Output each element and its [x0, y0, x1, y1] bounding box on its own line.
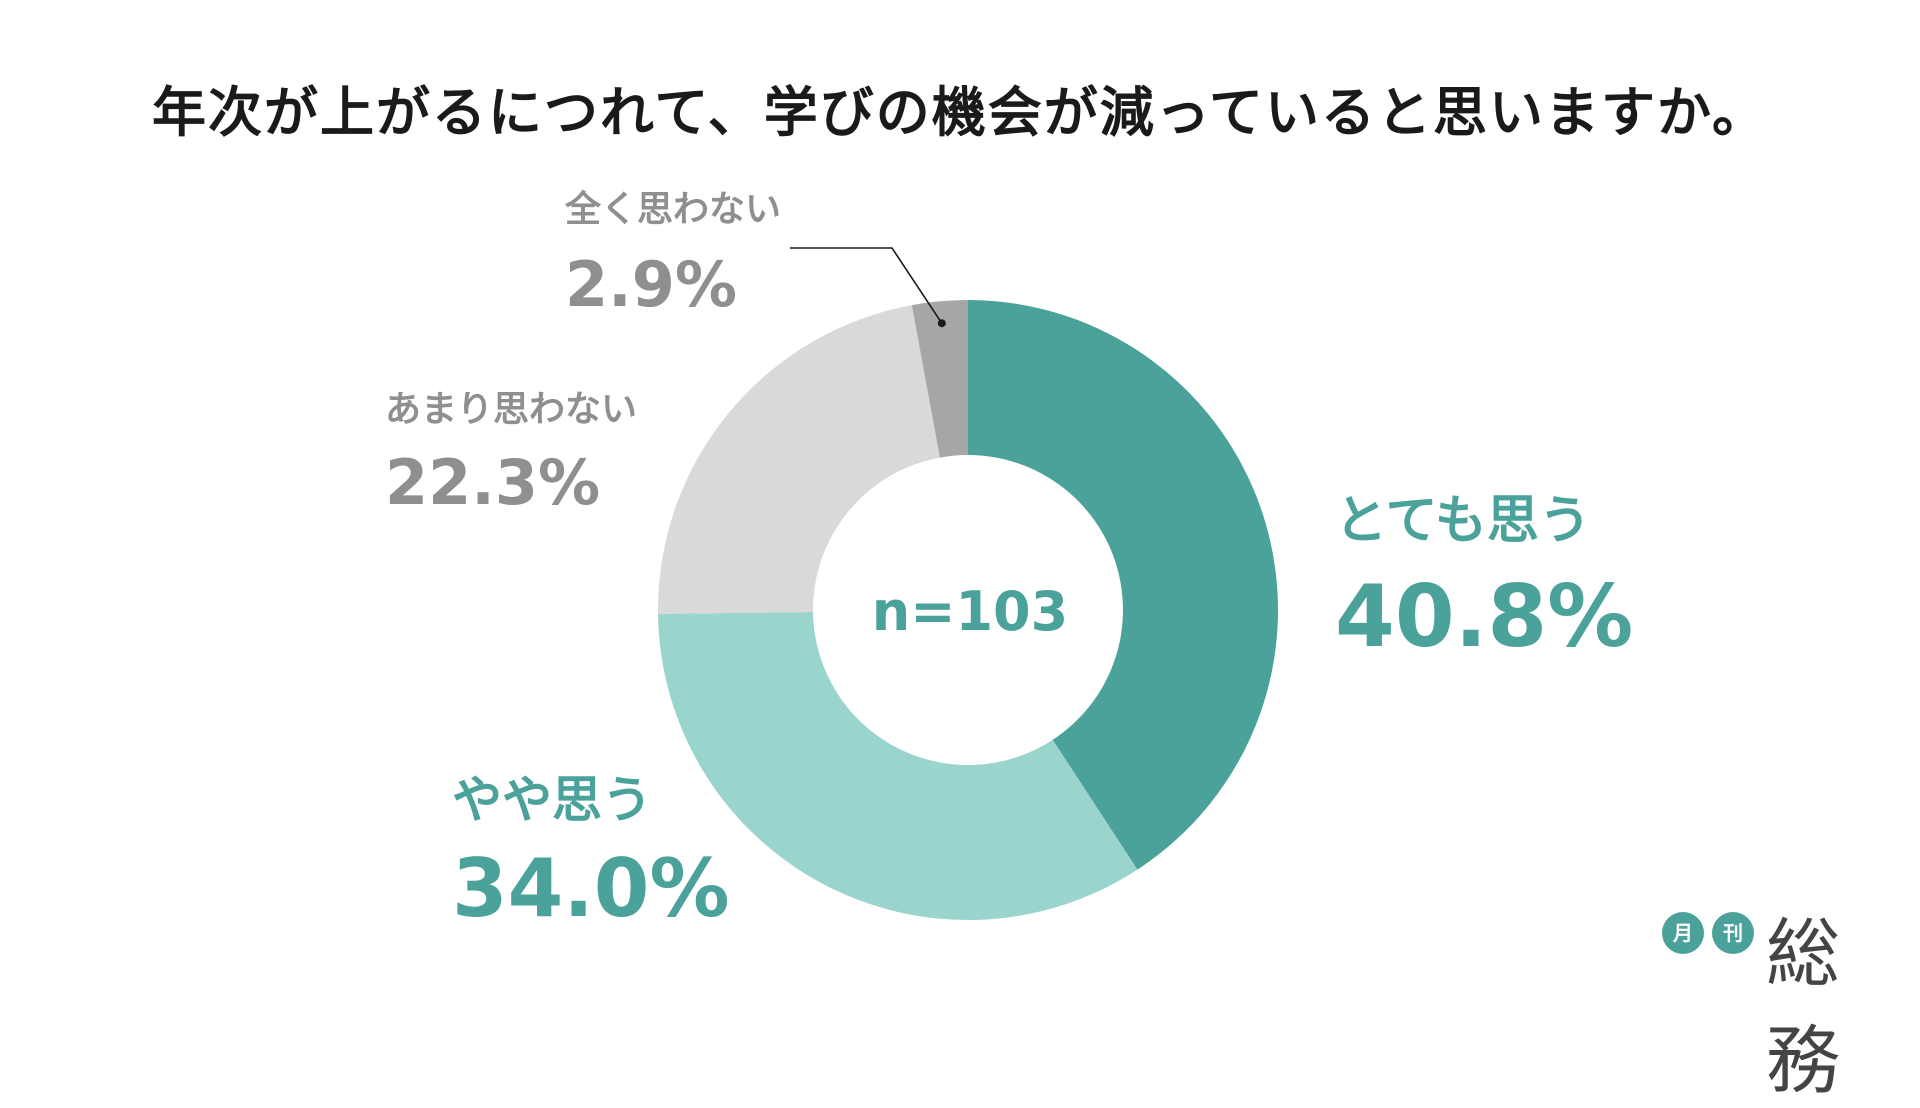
publisher-logo: 月 刊 総務 — [1662, 902, 1902, 1104]
leader-dot — [937, 319, 946, 328]
slice-label-3: あまり思わない 22.3% — [385, 380, 637, 519]
slice-label-1: とても思う 40.8% — [1335, 478, 1633, 667]
slice-value-2: 34.0% — [452, 842, 730, 935]
slice-name-3: あまり思わない — [385, 389, 638, 430]
slice-name-4: 全く思わない — [565, 189, 782, 230]
logo-badge-2: 刊 — [1712, 912, 1754, 954]
slice-somewhat-disagree — [657, 305, 940, 614]
logo-text: 総務 — [1766, 911, 1840, 1104]
slice-label-2: やや思う 34.0% — [452, 760, 730, 935]
slice-name-2: やや思う — [452, 771, 652, 829]
logo-badge-1: 月 — [1662, 912, 1704, 954]
slice-strongly-disagree — [911, 300, 968, 458]
slice-label-4: 全く思わない 2.9% — [565, 180, 781, 321]
donut-chart — [657, 247, 1278, 920]
chart-title: 年次が上がるにつれて、学びの機会が減っていると思いますか。 — [152, 81, 1768, 144]
slice-strongly-agree — [968, 300, 1278, 870]
slice-name-1: とても思う — [1335, 491, 1591, 551]
sample-size-label: n=103 — [871, 580, 1069, 643]
slice-value-3: 22.3% — [385, 446, 601, 519]
slice-somewhat-agree — [658, 611, 1138, 920]
leader-line — [790, 247, 943, 324]
slice-value-1: 40.8% — [1335, 567, 1634, 667]
slice-value-4: 2.9% — [565, 248, 737, 321]
